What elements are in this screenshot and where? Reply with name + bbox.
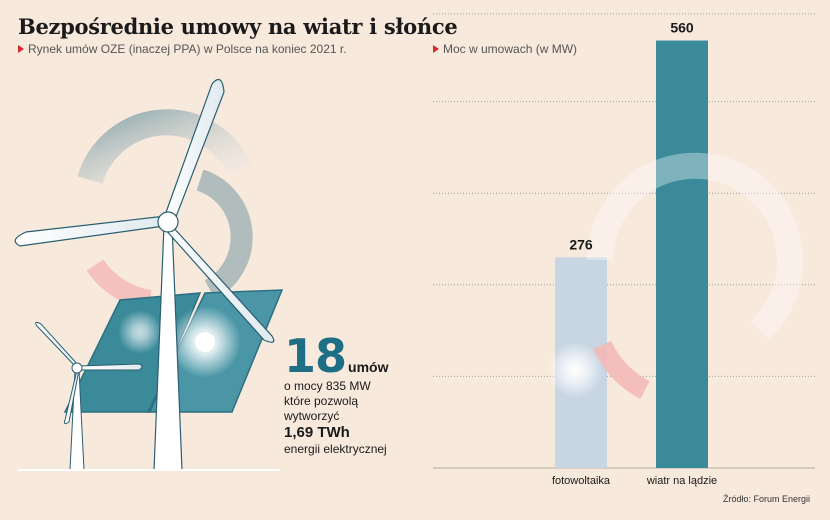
wind-turbine-small (35, 321, 143, 471)
stat-line-1: o mocy 835 MW (284, 379, 371, 393)
chart-title-text: Moc w umowach (w MW) (443, 42, 578, 56)
source-note: Źródło: Forum Energii (722, 494, 810, 504)
chart-labels: 276 fotowoltaika 560 wiatr na lądzie (552, 20, 717, 487)
stat-number: 18 (284, 329, 347, 383)
subtitle-text: Rynek umów OZE (inaczej PPA) w Polsce na… (28, 42, 347, 56)
bar-value-label: 276 (569, 236, 593, 252)
triangle-marker-icon (18, 45, 24, 53)
stat-unit: umów (348, 359, 389, 375)
category-label: fotowoltaika (552, 475, 611, 487)
category-label: wiatr na lądzie (646, 475, 717, 487)
bar-wiatr (656, 40, 708, 469)
triangle-marker-icon (433, 45, 439, 53)
wind-solar-illustration (14, 78, 284, 471)
wind-turbine-large (14, 78, 275, 471)
stat-block: 18 umów o mocy 835 MW które pozwolą wytwo… (284, 333, 388, 457)
stat-line-4: energii elektrycznej (284, 442, 387, 456)
chart-bars (555, 40, 708, 469)
page-subtitle: Rynek umów OZE (inaczej PPA) w Polsce na… (18, 42, 347, 56)
chart-decoration (547, 152, 803, 399)
page-title: Bezpośrednie umowy na wiatr i słońce (18, 14, 458, 39)
chart-title: Moc w umowach (w MW) (433, 42, 577, 56)
stat-twh: 1,69 TWh (284, 424, 350, 441)
chart-gridlines (433, 13, 815, 469)
stat-line-3: wytworzyć (284, 409, 340, 423)
bar-value-label: 560 (670, 20, 694, 36)
stat-line-2: które pozwolą (284, 394, 359, 408)
